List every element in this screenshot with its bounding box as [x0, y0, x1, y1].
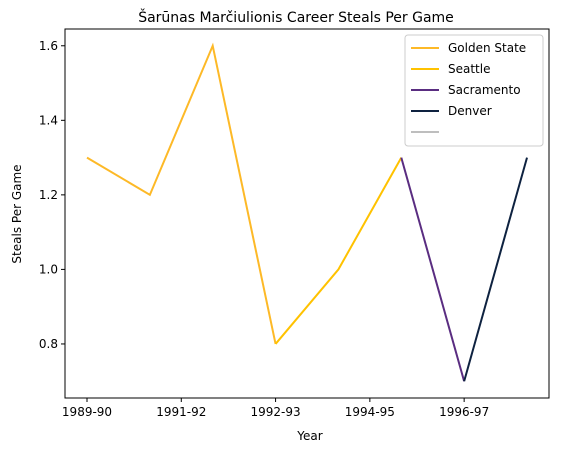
legend-frame [404, 34, 544, 147]
x-tick-label-1: 1991-92 [156, 405, 206, 419]
legend-label-2: Sacramento [448, 83, 521, 97]
x-tick-label-4: 1996-97 [439, 405, 489, 419]
y-tick-label-3: 1.4 [39, 113, 58, 127]
y-tick-label-0: 0.8 [39, 337, 58, 351]
y-axis-label: Steals Per Game [10, 164, 24, 263]
plot-lines [86, 42, 528, 382]
series-line-1 [274, 157, 403, 345]
series-line-2 [400, 157, 466, 382]
series-line-0 [86, 42, 277, 345]
legend-label-0: Golden State [448, 41, 526, 55]
legend-label-3: Denver [448, 104, 492, 118]
x-axis-label: Year [296, 429, 322, 443]
x-tick-label-3: 1994-95 [345, 405, 395, 419]
y-tick-label-2: 1.2 [39, 188, 58, 202]
x-tick-label-2: 1992-93 [251, 405, 301, 419]
legend-label-1: Seattle [448, 62, 490, 76]
chart-title: Šarūnas Marčiulionis Career Steals Per G… [138, 8, 454, 26]
plot-frame [64, 28, 550, 399]
x-axis-ticks: 1989-90 1991-92 1992-93 1994-95 1996-97 [62, 398, 489, 419]
y-tick-label-1: 1.0 [39, 262, 58, 276]
legend: Golden State Seattle Sacramento Denver [404, 34, 544, 147]
y-tick-label-4: 1.6 [39, 39, 58, 53]
y-axis-ticks: 0.8 1.0 1.2 1.4 1.6 [39, 39, 65, 351]
series-line-3 [463, 157, 528, 382]
x-tick-label-0: 1989-90 [62, 405, 112, 419]
